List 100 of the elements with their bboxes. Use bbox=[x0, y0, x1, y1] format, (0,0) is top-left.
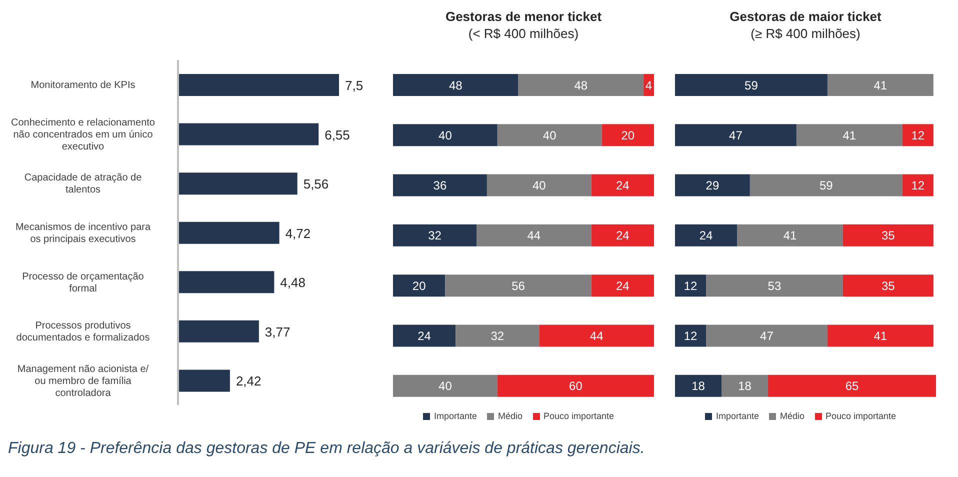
data-label: 41 bbox=[874, 328, 888, 343]
data-label: 44 bbox=[590, 328, 604, 343]
data-label: 40 bbox=[532, 178, 546, 193]
data-label: 4,72 bbox=[285, 226, 311, 241]
bar bbox=[796, 124, 902, 146]
bar bbox=[722, 374, 768, 397]
data-label: 20 bbox=[621, 128, 635, 142]
bar bbox=[675, 224, 738, 246]
bar bbox=[675, 274, 706, 297]
bar bbox=[178, 271, 274, 294]
bar bbox=[675, 374, 722, 397]
data-label: 40 bbox=[438, 379, 452, 394]
bar bbox=[902, 124, 934, 146]
bar bbox=[178, 172, 298, 195]
bar bbox=[178, 123, 319, 146]
bar bbox=[842, 224, 934, 246]
data-label: 60 bbox=[569, 379, 583, 394]
y-tick-label: Capacidade de atração de talentos bbox=[24, 172, 142, 196]
bar bbox=[393, 224, 477, 246]
text: Figura 19 - Preferência das gestoras de PE em relação a variáveis de práticas gerenciais. bbox=[8, 440, 645, 458]
bar bbox=[902, 174, 934, 196]
bar bbox=[675, 124, 796, 146]
bar bbox=[497, 374, 654, 397]
data-label: 4 bbox=[645, 78, 652, 92]
data-label: 41 bbox=[842, 128, 856, 142]
data-label: 5,56 bbox=[303, 176, 329, 192]
bar bbox=[393, 274, 446, 297]
data-label: 56 bbox=[512, 278, 526, 293]
data-label: 41 bbox=[874, 78, 888, 92]
data-label: 47 bbox=[729, 128, 743, 142]
y-tick-label: Monitoramento de KPIs bbox=[30, 80, 136, 92]
bar bbox=[591, 174, 654, 196]
chart-subtitle: (≥ R$ 400 milhões) bbox=[750, 26, 862, 41]
data-label: 24 bbox=[699, 228, 714, 243]
bar bbox=[827, 74, 934, 96]
data-label: 24 bbox=[616, 178, 630, 193]
bar bbox=[178, 74, 339, 96]
bar bbox=[393, 74, 518, 96]
bar bbox=[842, 274, 934, 297]
data-label: 24 bbox=[616, 278, 630, 293]
data-label: 35 bbox=[882, 278, 896, 293]
bar bbox=[737, 224, 843, 246]
y-tick-label: Management não acionista e/ ou membro de família controladora bbox=[17, 364, 149, 399]
data-label: 4,48 bbox=[280, 275, 306, 290]
data-label: 24 bbox=[616, 228, 630, 243]
data-label: 32 bbox=[490, 328, 504, 343]
bar bbox=[602, 124, 654, 146]
bar bbox=[675, 74, 828, 96]
bar bbox=[827, 324, 934, 347]
data-label: 6,55 bbox=[324, 127, 350, 142]
y-tick-label: Mecanismos de incentivo para os principais executivos bbox=[15, 222, 151, 245]
data-label: 3,77 bbox=[264, 324, 290, 340]
bar bbox=[750, 174, 902, 196]
bar bbox=[445, 274, 592, 297]
data-label: 18 bbox=[738, 379, 752, 394]
data-label: 44 bbox=[527, 228, 541, 243]
y-tick-label: Conhecimento e relacionamento não concentrados em um único executivo bbox=[11, 117, 156, 152]
legend-label: Médio bbox=[498, 411, 522, 421]
bar bbox=[518, 74, 644, 96]
bar bbox=[476, 224, 592, 246]
bar bbox=[591, 224, 654, 246]
data-label: 32 bbox=[428, 228, 442, 243]
bar bbox=[706, 274, 843, 297]
data-label: 40 bbox=[542, 128, 557, 142]
bar bbox=[497, 124, 602, 146]
legend-label: Importante bbox=[434, 411, 477, 421]
data-label: 59 bbox=[744, 78, 758, 92]
data-label: 48 bbox=[448, 78, 463, 92]
bar bbox=[456, 324, 540, 347]
data-label: 36 bbox=[433, 178, 447, 193]
bar bbox=[486, 174, 592, 196]
bar bbox=[706, 324, 828, 347]
data-label: 12 bbox=[911, 178, 925, 193]
data-label: 12 bbox=[684, 278, 698, 293]
data-label: 7,5 bbox=[345, 78, 364, 93]
chart-title: Gestoras de menor ticket bbox=[444, 9, 603, 24]
data-label: 40 bbox=[438, 128, 452, 142]
chart-subtitle: (< R$ 400 milhões) bbox=[467, 26, 580, 41]
bar bbox=[178, 370, 230, 392]
bar bbox=[393, 324, 456, 347]
bar bbox=[178, 222, 280, 244]
data-label: 41 bbox=[783, 228, 797, 243]
data-label: 2,42 bbox=[236, 374, 262, 389]
y-tick-label: Processo de orçamentação formal bbox=[22, 271, 144, 294]
legend-label: Importante bbox=[716, 411, 759, 421]
bar bbox=[393, 374, 498, 397]
legend-label: Pouco importante bbox=[826, 411, 896, 421]
y-tick-label: Processos produtivos documentados e formalizados bbox=[16, 320, 150, 344]
data-label: 48 bbox=[574, 78, 588, 92]
bar bbox=[675, 174, 750, 196]
legend-label: Pouco importante bbox=[544, 411, 614, 421]
bar bbox=[591, 274, 654, 297]
chart-title: Gestoras de maior ticket bbox=[728, 9, 882, 24]
data-label: 47 bbox=[760, 328, 774, 343]
data-label: 12 bbox=[684, 328, 698, 343]
bar bbox=[675, 324, 706, 347]
bar bbox=[178, 320, 259, 342]
legend-label: Médio bbox=[780, 411, 804, 421]
bar bbox=[539, 324, 654, 347]
bar bbox=[768, 374, 936, 397]
